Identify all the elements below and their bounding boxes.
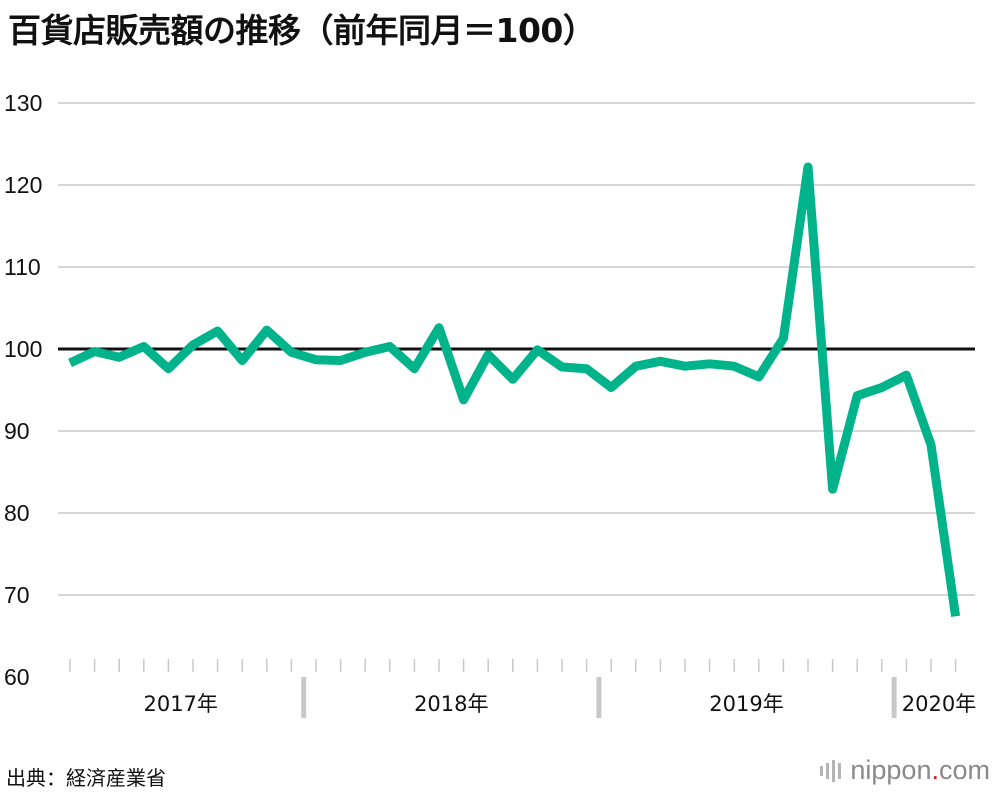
x-year-label: 2017年 — [143, 692, 217, 716]
x-year-label: 2018年 — [414, 692, 488, 716]
y-axis-tick-labels: 60 70 80 90 100 110 120 130 — [4, 90, 42, 690]
y-tick-label-60: 60 — [4, 664, 30, 690]
y-tick-label-90: 90 — [4, 418, 30, 444]
series-line-0 — [68, 162, 961, 617]
logo-tld: com — [938, 755, 990, 785]
x-axis-year-labels: 2017年 2018年 2019年 2020年 — [143, 692, 976, 716]
y-tick-label-130: 130 — [4, 90, 42, 116]
y-tick-label-70: 70 — [4, 582, 30, 608]
y-tick-label-100: 100 — [4, 336, 42, 362]
y-tick-label-110: 110 — [4, 254, 41, 280]
x-year-label: 2020年 — [902, 692, 976, 716]
x-axis-ticks — [69, 659, 957, 718]
series-line — [68, 162, 961, 617]
chart-title: 百貨店販売額の推移（前年同月＝100） — [8, 11, 596, 50]
y-tick-label-120: 120 — [4, 172, 42, 198]
y-tick-label-80: 80 — [4, 500, 30, 526]
logo-bars-icon — [820, 759, 844, 782]
logo-wordmark: nippon — [850, 755, 932, 785]
line-chart: 60 70 80 90 100 110 120 130 2017年 2018年 2019年 2020… — [4, 90, 976, 718]
publisher-logo[interactable]: nippon. com — [820, 755, 990, 786]
gridlines — [58, 102, 975, 596]
x-year-label: 2019年 — [709, 692, 783, 716]
logo-dot: . — [931, 755, 939, 785]
source-note: 出典：経済産業省 — [6, 766, 166, 790]
